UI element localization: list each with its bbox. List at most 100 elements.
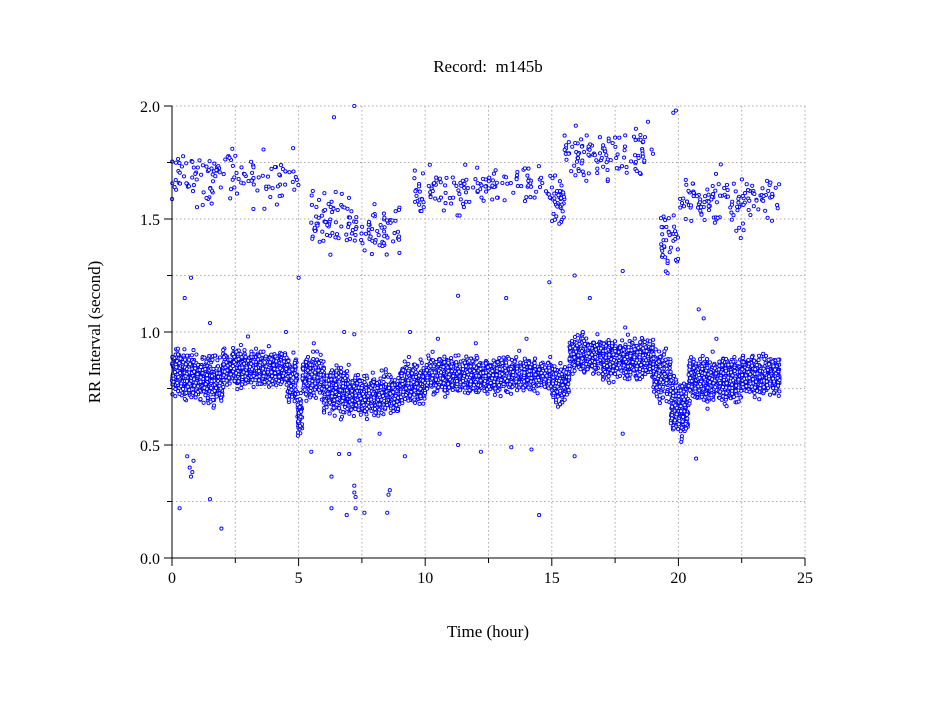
- data-point: [387, 386, 390, 389]
- data-point: [182, 354, 185, 357]
- data-point: [218, 356, 221, 359]
- data-point: [576, 334, 579, 337]
- data-point: [282, 360, 285, 363]
- data-point: [447, 361, 450, 364]
- data-point: [612, 380, 615, 383]
- data-point: [501, 361, 504, 364]
- data-point: [374, 411, 377, 414]
- data-point: [637, 346, 640, 349]
- data-point: [358, 380, 361, 383]
- data-point: [176, 390, 179, 393]
- data-point: [639, 377, 642, 380]
- data-point: [362, 404, 365, 407]
- data-point: [447, 369, 450, 372]
- data-point: [478, 389, 481, 392]
- data-point: [572, 352, 575, 355]
- data-point: [298, 424, 301, 427]
- data-point: [205, 360, 208, 363]
- data-point: [204, 368, 207, 371]
- data-point: [544, 378, 547, 381]
- data-point: [277, 379, 280, 382]
- data-point: [365, 418, 368, 421]
- data-point: [328, 387, 331, 390]
- data-point: [257, 379, 260, 382]
- data-point: [287, 398, 290, 401]
- data-point: [258, 355, 261, 358]
- data-point: [482, 371, 485, 374]
- data-point: [231, 365, 234, 368]
- data-point: [515, 356, 518, 359]
- data-point: [420, 361, 423, 364]
- data-point: [463, 391, 466, 394]
- data-point: [590, 353, 593, 356]
- data-point: [583, 342, 586, 345]
- data-point: [206, 396, 209, 399]
- data-point: [267, 345, 270, 348]
- data-point: [472, 384, 475, 387]
- data-point: [183, 397, 186, 400]
- data-point: [384, 383, 387, 386]
- data-point: [314, 382, 317, 385]
- data-point: [212, 367, 215, 370]
- data-point: [476, 356, 479, 359]
- data-point: [577, 354, 580, 357]
- data-point: [213, 389, 216, 392]
- data-point: [410, 372, 413, 375]
- data-point: [574, 347, 577, 350]
- data-point: [413, 393, 416, 396]
- data-point: [413, 398, 416, 401]
- data-point: [184, 375, 187, 378]
- data-point: [274, 355, 277, 358]
- data-point: [552, 392, 555, 395]
- data-point: [510, 392, 513, 395]
- data-point: [415, 382, 418, 385]
- data-point: [240, 383, 243, 386]
- data-point: [595, 343, 598, 346]
- data-point: [254, 379, 257, 382]
- data-point: [412, 380, 415, 383]
- data-point: [607, 375, 610, 378]
- data-point: [312, 357, 315, 360]
- data-point: [439, 381, 442, 384]
- data-point: [559, 362, 562, 365]
- data-point: [370, 404, 373, 407]
- data-point: [562, 392, 565, 395]
- data-point: [334, 383, 337, 386]
- data-point: [418, 374, 421, 377]
- data-point: [341, 385, 344, 388]
- data-point: [455, 361, 458, 364]
- data-point: [553, 368, 556, 371]
- data-point: [619, 366, 622, 369]
- data-point: [581, 331, 584, 334]
- data-point: [582, 370, 585, 373]
- data-point: [294, 384, 297, 387]
- data-point: [579, 368, 582, 371]
- data-point: [335, 364, 338, 367]
- data-point: [588, 361, 591, 364]
- data-point: [447, 386, 450, 389]
- data-point: [193, 370, 196, 373]
- data-point: [338, 393, 341, 396]
- data-point: [180, 382, 183, 385]
- data-point: [624, 371, 627, 374]
- data-point: [372, 380, 375, 383]
- data-point: [404, 393, 407, 396]
- data-point: [434, 378, 437, 381]
- data-point: [262, 350, 265, 353]
- data-point: [563, 366, 566, 369]
- data-point: [346, 370, 349, 373]
- data-point: [354, 407, 357, 410]
- data-point: [418, 402, 421, 405]
- data-point: [279, 367, 282, 370]
- data-point: [216, 359, 219, 362]
- data-point: [419, 358, 422, 361]
- data-point: [548, 369, 551, 372]
- data-point: [502, 383, 505, 386]
- data-point: [577, 359, 580, 362]
- data-point: [407, 399, 410, 402]
- data-point: [314, 371, 317, 374]
- data-point: [190, 354, 193, 357]
- data-point: [491, 374, 494, 377]
- data-point: [298, 406, 301, 409]
- data-point: [188, 388, 191, 391]
